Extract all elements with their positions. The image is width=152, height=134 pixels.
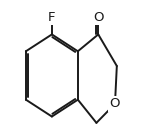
Text: O: O <box>110 97 120 110</box>
Text: F: F <box>48 11 56 24</box>
Text: O: O <box>93 11 104 24</box>
